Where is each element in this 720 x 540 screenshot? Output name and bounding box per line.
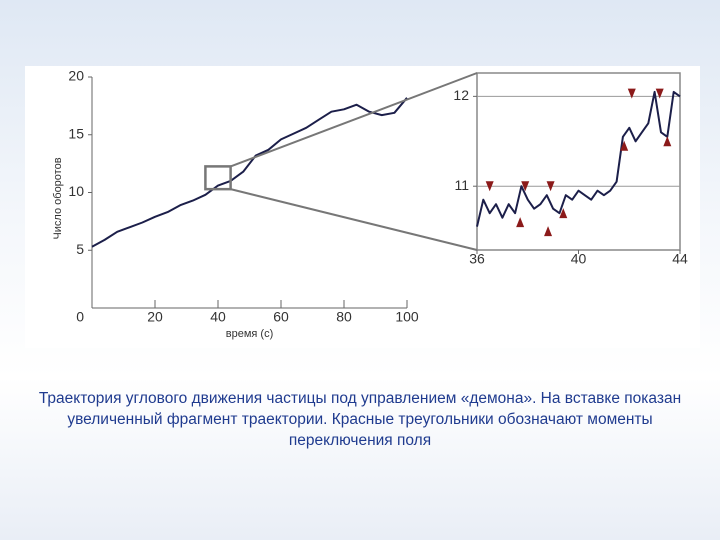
chart-panel (25, 66, 700, 348)
data-line (91, 97, 408, 248)
y-tick-label: 20 (68, 68, 84, 84)
data-line (476, 90, 681, 227)
y-tick-label: 11 (454, 177, 469, 193)
zoom-connector (230, 188, 478, 251)
x-tick-label: 80 (336, 309, 352, 325)
y-tick-label: 10 (68, 183, 84, 199)
zoom-connector (230, 72, 478, 168)
switch-marker (544, 226, 553, 237)
x-tick-label: 100 (395, 309, 419, 325)
x-tick-label: 36 (469, 251, 485, 267)
switch-marker (516, 217, 525, 228)
x-tick-label: 60 (273, 309, 289, 325)
x-tick-label: 40 (571, 251, 587, 267)
y-axis-label: Число оборотов (52, 157, 64, 239)
switch-marker (627, 88, 636, 99)
y-tick-label: 5 (76, 241, 84, 257)
x-tick-label: 20 (147, 309, 163, 325)
x-tick-label: 0 (76, 309, 84, 325)
switch-marker (521, 181, 530, 192)
y-tick-label: 12 (453, 87, 469, 103)
switch-marker (485, 181, 494, 192)
caption: Траектория углового движения частицы под… (38, 390, 682, 449)
switch-marker (546, 181, 555, 192)
x-tick-label: 44 (672, 251, 688, 267)
switch-marker (559, 208, 568, 219)
switch-marker (655, 88, 664, 99)
y-tick-label: 15 (68, 125, 84, 141)
x-axis-label: время (с) (226, 328, 273, 340)
switch-marker (620, 140, 629, 151)
zoom-box (204, 165, 232, 191)
switch-marker (663, 136, 672, 147)
x-tick-label: 40 (210, 309, 226, 325)
